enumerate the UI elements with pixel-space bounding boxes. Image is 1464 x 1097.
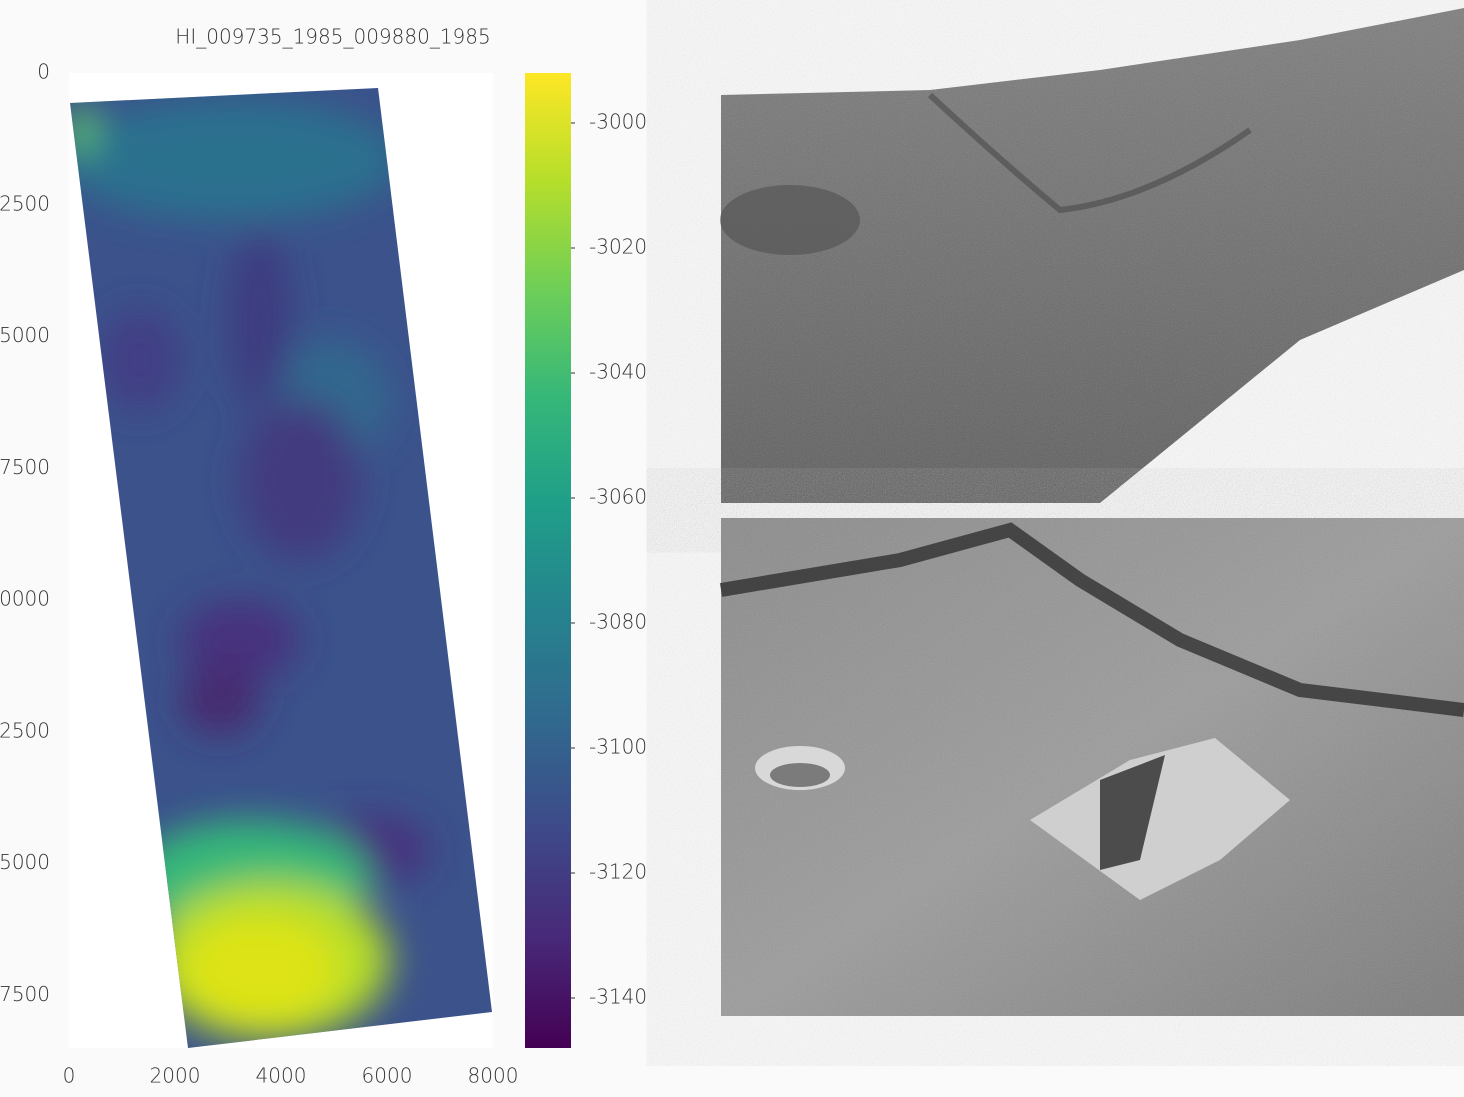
- colorbar-tick-label: -3020: [589, 235, 647, 259]
- colorbar-tick-label: -3040: [589, 360, 647, 384]
- colorbar-tick-label: -3080: [589, 610, 647, 634]
- y-tick-label: 2500: [0, 191, 50, 215]
- colorbar-bar: [525, 73, 571, 1048]
- y-tick-label: 10000: [0, 587, 50, 611]
- x-tick-label: 8000: [468, 1064, 519, 1088]
- y-tick-label: 0: [37, 60, 50, 84]
- x-tick-label: 0: [63, 1064, 76, 1088]
- x-tick-label: 6000: [362, 1064, 413, 1088]
- render-bottom: [719, 518, 1464, 1016]
- x-tick-label: 2000: [150, 1064, 201, 1088]
- y-tick-label: 15000: [0, 850, 50, 874]
- colorbar-tick-label: -3100: [589, 735, 647, 759]
- y-tick-label: 17500: [0, 982, 50, 1006]
- chart-title: HI_009735_1985_009880_1985: [175, 25, 490, 49]
- colorbar-tick-label: -3060: [589, 485, 647, 509]
- y-tick-label: 12500: [0, 718, 50, 742]
- colorbar-tick-label: -3140: [589, 985, 647, 1009]
- colorbar-tick-label: -3000: [589, 110, 647, 134]
- x-tick-label: 4000: [256, 1064, 307, 1088]
- colorbar-tick-label: -3120: [589, 860, 647, 884]
- y-tick-label: 5000: [0, 323, 50, 347]
- colorbar: -3000 -3020 -3040 -3060 -3080 -3100 -3120 -3140: [525, 73, 647, 1048]
- render-top: [720, 8, 1464, 503]
- y-tick-label: 7500: [0, 455, 50, 479]
